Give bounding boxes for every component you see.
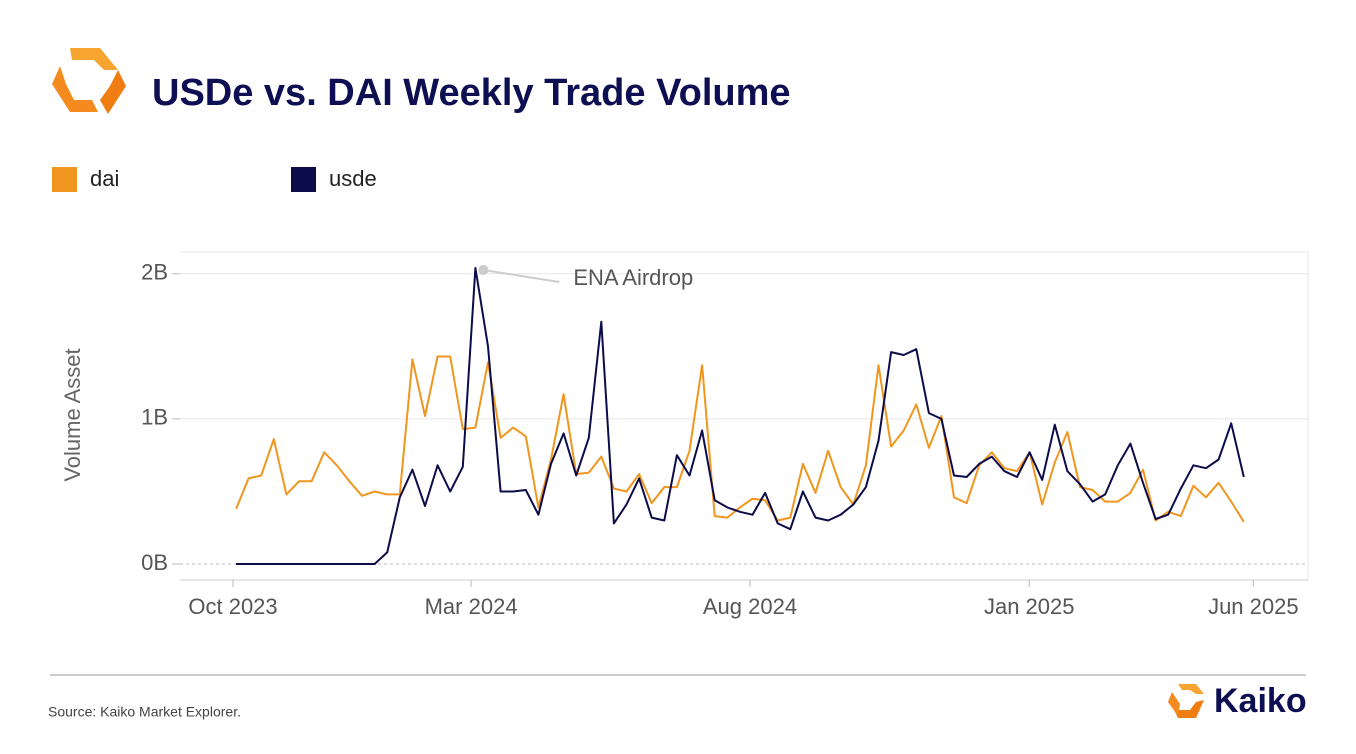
brand-logo [1168,684,1204,718]
legend-label: dai [90,166,119,191]
source: Source: Kaiko Market Explorer. [48,704,241,720]
y-tick-label: 0B [141,550,168,575]
series-line [236,267,1245,565]
series-line [235,355,1245,523]
title: USDe vs. DAI Weekly Trade Volume [152,72,791,114]
legend-swatch [291,167,316,192]
x-tick-label: Aug 2024 [703,594,797,619]
annotation: ENA Airdrop [573,265,693,290]
x-tick-label: Jun 2025 [1208,594,1299,619]
x-tick-label: Oct 2023 [188,594,277,619]
y-tick-label: 2B [141,260,168,285]
y-tick-label: 1B [141,405,168,430]
x-tick-label: Jan 2025 [984,594,1075,619]
y-axis-label: Volume Asset [60,348,85,481]
x-tick-label: Mar 2024 [425,594,518,619]
annotation-line [483,268,560,283]
legend-label: usde [329,166,377,191]
logo [52,48,126,114]
legend-swatch [52,167,77,192]
brand: Kaiko [1214,682,1307,720]
